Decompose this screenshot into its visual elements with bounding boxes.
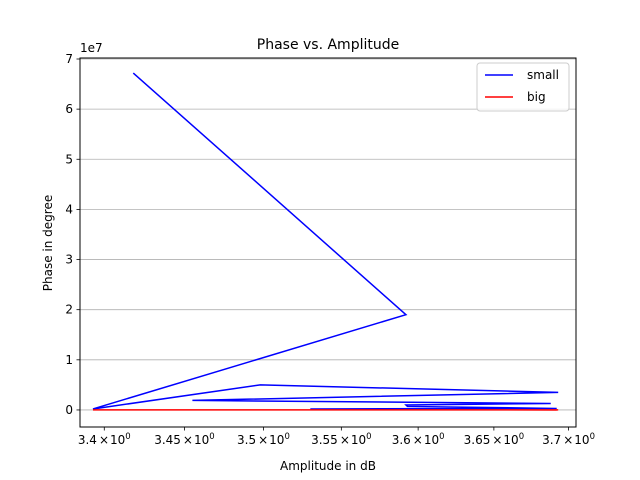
x-tick-label: 3.45 ×100 bbox=[154, 432, 214, 447]
legend: small big bbox=[476, 62, 570, 112]
y-tick-label: 0 bbox=[65, 403, 73, 417]
y-tick-label: 7 bbox=[65, 52, 73, 66]
y-tick-label: 2 bbox=[65, 303, 73, 317]
legend-label-small: small bbox=[527, 68, 559, 82]
y-tick-label: 4 bbox=[65, 202, 73, 216]
chart-title: Phase vs. Amplitude bbox=[257, 37, 399, 53]
x-tick-label: 3.65 ×100 bbox=[464, 432, 524, 447]
x-axis-label: Amplitude in dB bbox=[280, 459, 376, 473]
plot-series bbox=[92, 72, 559, 411]
x-axis-ticks: 3.4 ×100 3.45 ×100 3.5 ×100 3.55 ×100 3.6 ×100 3.6… bbox=[78, 427, 595, 447]
y-tick-label: 6 bbox=[65, 102, 73, 116]
y-tick-label: 3 bbox=[65, 253, 73, 267]
x-tick-label: 3.6 ×100 bbox=[392, 432, 445, 447]
legend-label-big: big bbox=[527, 90, 546, 104]
series-line-small bbox=[92, 72, 559, 410]
x-tick-label: 3.4 ×100 bbox=[78, 432, 131, 447]
y-offset-text: 1e7 bbox=[80, 41, 103, 55]
plot-frame bbox=[79, 57, 577, 428]
y-tick-label: 5 bbox=[65, 152, 73, 166]
x-tick-label: 3.7 ×100 bbox=[542, 432, 595, 447]
y-axis-label: Phase in degree bbox=[41, 195, 55, 291]
y-axis-ticks: 0 1 2 3 4 5 6 7 bbox=[65, 52, 80, 417]
x-tick-label: 3.5 ×100 bbox=[237, 432, 290, 447]
y-tick-label: 1 bbox=[65, 353, 73, 367]
x-tick-label: 3.55 ×100 bbox=[311, 432, 371, 447]
